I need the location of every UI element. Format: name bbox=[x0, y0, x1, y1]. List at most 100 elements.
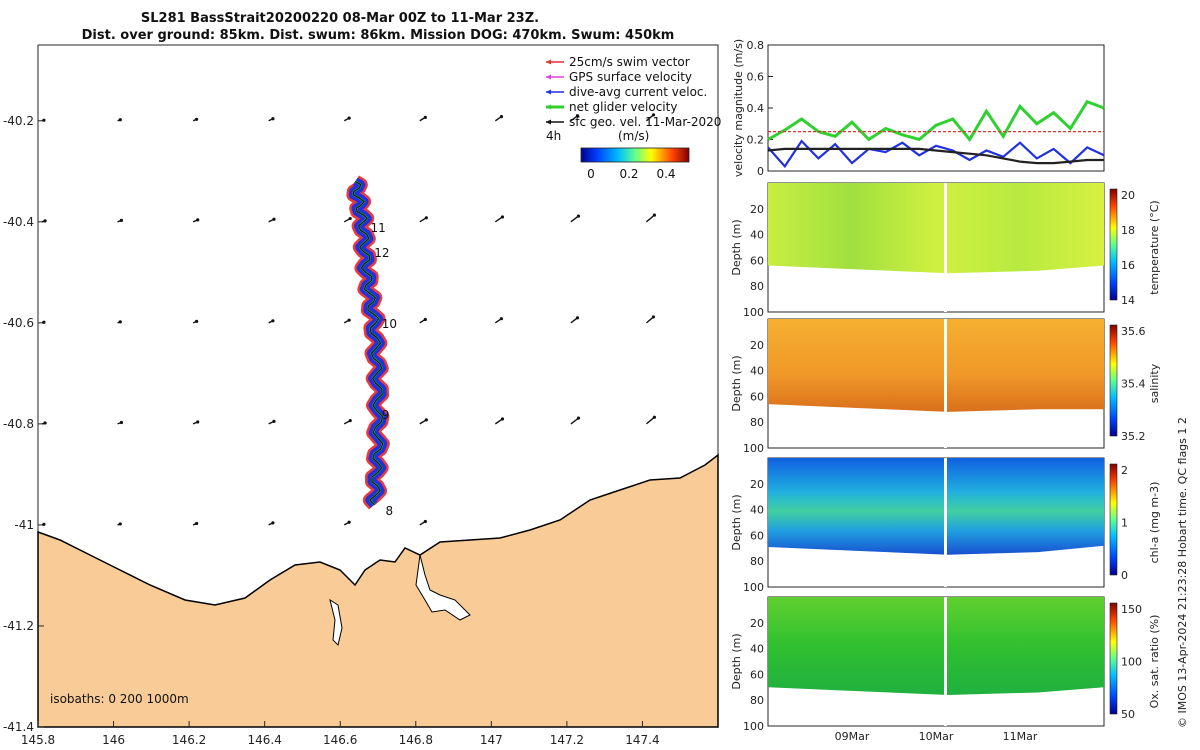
velocity-vector-head bbox=[195, 521, 199, 526]
map-xtick-label: 146.4 bbox=[247, 733, 281, 747]
velocity-series-line bbox=[767, 139, 1105, 169]
velocity-vector-head bbox=[500, 215, 505, 219]
depth-tick-label: 60 bbox=[750, 529, 764, 542]
legend-label: sfc geo. vel. 11-Mar-2020 bbox=[569, 115, 721, 129]
velocity-vector-head bbox=[575, 316, 580, 320]
section-colorbar bbox=[1109, 188, 1118, 301]
time-tick-2: 11Mar bbox=[1003, 730, 1038, 743]
velocity-vector-head bbox=[119, 420, 124, 425]
section-ylabel: Depth (m) bbox=[730, 355, 743, 411]
map-inlet-tamar bbox=[415, 554, 471, 621]
section-data-gap bbox=[944, 183, 947, 312]
velocity-vector-head bbox=[424, 216, 428, 220]
section-colorbar-tick: 16 bbox=[1121, 259, 1135, 272]
figure-title-line2: Dist. over ground: 85km. Dist. swum: 86k… bbox=[82, 28, 675, 43]
section-colorbar bbox=[1109, 324, 1118, 437]
section-colorbar-tick: 0 bbox=[1121, 569, 1128, 582]
velocity-vector-head bbox=[118, 320, 122, 324]
map-panel: isobaths: 0 200 1000m 145.8 146 146.2 146.4… bbox=[3, 44, 721, 747]
legend-arrowhead bbox=[546, 74, 551, 80]
velocity-vector-head bbox=[347, 520, 351, 524]
depth-tick-label: 40 bbox=[750, 643, 764, 656]
velocity-vector-head bbox=[652, 415, 656, 419]
section-data-area bbox=[768, 319, 1104, 412]
velocity-vector-head bbox=[423, 519, 427, 524]
velocity-vector-head bbox=[651, 113, 656, 117]
velocity-ylabel: velocity magnitude (m/s) bbox=[732, 39, 745, 177]
map-x-axis: 145.8 146 146.2 146.4 146.6 146.8 147 147.2 147.… bbox=[21, 721, 660, 747]
velocity-vector bbox=[645, 214, 655, 223]
velocity-vector-head bbox=[423, 317, 427, 322]
map-xtick-label: 147.4 bbox=[625, 733, 659, 747]
section-panel: 20 40 60 80 100 Depth (m) 20 18 16 14 temperature … bbox=[730, 182, 1161, 319]
depth-tick-label: 80 bbox=[750, 694, 764, 707]
section-data-area bbox=[768, 597, 1104, 696]
time-tick-1: 10Mar bbox=[919, 730, 954, 743]
map-xtick-label: 147 bbox=[480, 733, 503, 747]
isobath-label-bg bbox=[46, 686, 246, 708]
section-colorbar-label: Ox. sat. ratio (%) bbox=[1148, 615, 1161, 709]
depth-tick-label: 40 bbox=[750, 504, 764, 517]
track-day-label: 9 bbox=[382, 408, 390, 422]
section-colorbar-tick: 1 bbox=[1121, 517, 1128, 530]
velocity-vector-head bbox=[118, 118, 122, 122]
section-colorbar-label: temperature (°C) bbox=[1148, 200, 1161, 294]
legend-label: dive-avg current veloc. bbox=[569, 85, 707, 99]
velocity-ytick-label: 0.6 bbox=[747, 71, 765, 84]
depth-tick-label: 40 bbox=[750, 365, 764, 378]
velocity-vector-head bbox=[196, 218, 200, 222]
depth-tick-label: 100 bbox=[743, 720, 764, 733]
velocity-vector-head bbox=[348, 216, 352, 221]
colorbar-tick-0: 0 bbox=[587, 167, 595, 181]
depth-tick-label: 100 bbox=[743, 306, 764, 319]
section-colorbar-tick: 14 bbox=[1121, 294, 1135, 307]
velocity-vector-head bbox=[43, 421, 47, 425]
section-ylabel: Depth (m) bbox=[730, 633, 743, 689]
footer-credit: © IMOS 13-Apr-2024 21:23:28 Hobart time.… bbox=[1176, 417, 1189, 728]
velocity-vector-head bbox=[195, 117, 199, 121]
depth-tick-label: 100 bbox=[743, 442, 764, 455]
velocity-vector-head bbox=[499, 317, 504, 321]
section-colorbar-tick: 35.2 bbox=[1121, 430, 1146, 443]
map-xtick-label: 146.8 bbox=[399, 733, 433, 747]
figure-title-line1: SL281 BassStrait20200220 08-Mar 00Z to 1… bbox=[141, 11, 539, 26]
velocity-vector-head bbox=[43, 219, 47, 223]
track-day-label: 10 bbox=[382, 317, 397, 331]
section-colorbar-tick: 18 bbox=[1121, 224, 1135, 237]
velocity-vector-head bbox=[347, 318, 351, 322]
section-colorbar-label: salinity bbox=[1148, 363, 1161, 403]
map-ytick-label: -40.2 bbox=[3, 114, 34, 128]
legend-label: GPS surface velocity bbox=[569, 70, 692, 84]
depth-tick-label: 20 bbox=[750, 339, 764, 352]
section-colorbar-tick: 35.4 bbox=[1121, 378, 1146, 391]
velocity-vector-head bbox=[118, 522, 122, 526]
section-colorbar-tick: 50 bbox=[1121, 708, 1135, 721]
map-ytick-label: -40.8 bbox=[3, 417, 34, 431]
map-xtick-label: 147.2 bbox=[550, 733, 584, 747]
colorbar-time-label: 4h bbox=[546, 129, 561, 143]
section-panel: 20 40 60 80 100 Depth (m) 2 1 0 chl-a (mg m-3) bbox=[730, 457, 1161, 594]
velocity-y-axis: 0 0.2 0.4 0.6 0.8 bbox=[747, 39, 773, 178]
velocity-vector-head bbox=[424, 418, 428, 422]
velocity-vector-head bbox=[499, 114, 504, 119]
velocity-frame bbox=[767, 44, 1105, 172]
velocity-vector-head bbox=[348, 419, 352, 423]
depth-tick-label: 20 bbox=[750, 478, 764, 491]
section-colorbar-label: chl-a (mg m-3) bbox=[1148, 482, 1161, 564]
section-colorbar-tick: 2 bbox=[1121, 464, 1128, 477]
velocity-vector-head bbox=[652, 213, 656, 217]
map-y-axis: -40.2 -40.4 -40.6 -40.8 -41 -41.2 -41.4 bbox=[3, 114, 44, 734]
velocity-ytick-label: 0 bbox=[757, 165, 764, 178]
section-data-area bbox=[768, 458, 1104, 555]
map-ytick-label: -41.2 bbox=[3, 619, 34, 633]
section-panel: 20 40 60 80 100 Depth (m) 150 100 50 Ox. sat. rat… bbox=[730, 596, 1161, 733]
isobaths-label: isobaths: 0 200 1000m bbox=[50, 692, 189, 706]
time-axis: 09Mar 10Mar 11Mar bbox=[835, 730, 1038, 743]
section-panel: 20 40 60 80 100 Depth (m) 35.6 35.4 35.2 salinity bbox=[730, 318, 1161, 455]
legend-arrowhead bbox=[546, 59, 551, 65]
colorbar-tick-2: 0.4 bbox=[656, 167, 675, 181]
velocity-vector-head bbox=[575, 114, 580, 118]
velocity-ytick-label: 0.4 bbox=[747, 102, 765, 115]
track-day-label: 12 bbox=[374, 246, 389, 260]
